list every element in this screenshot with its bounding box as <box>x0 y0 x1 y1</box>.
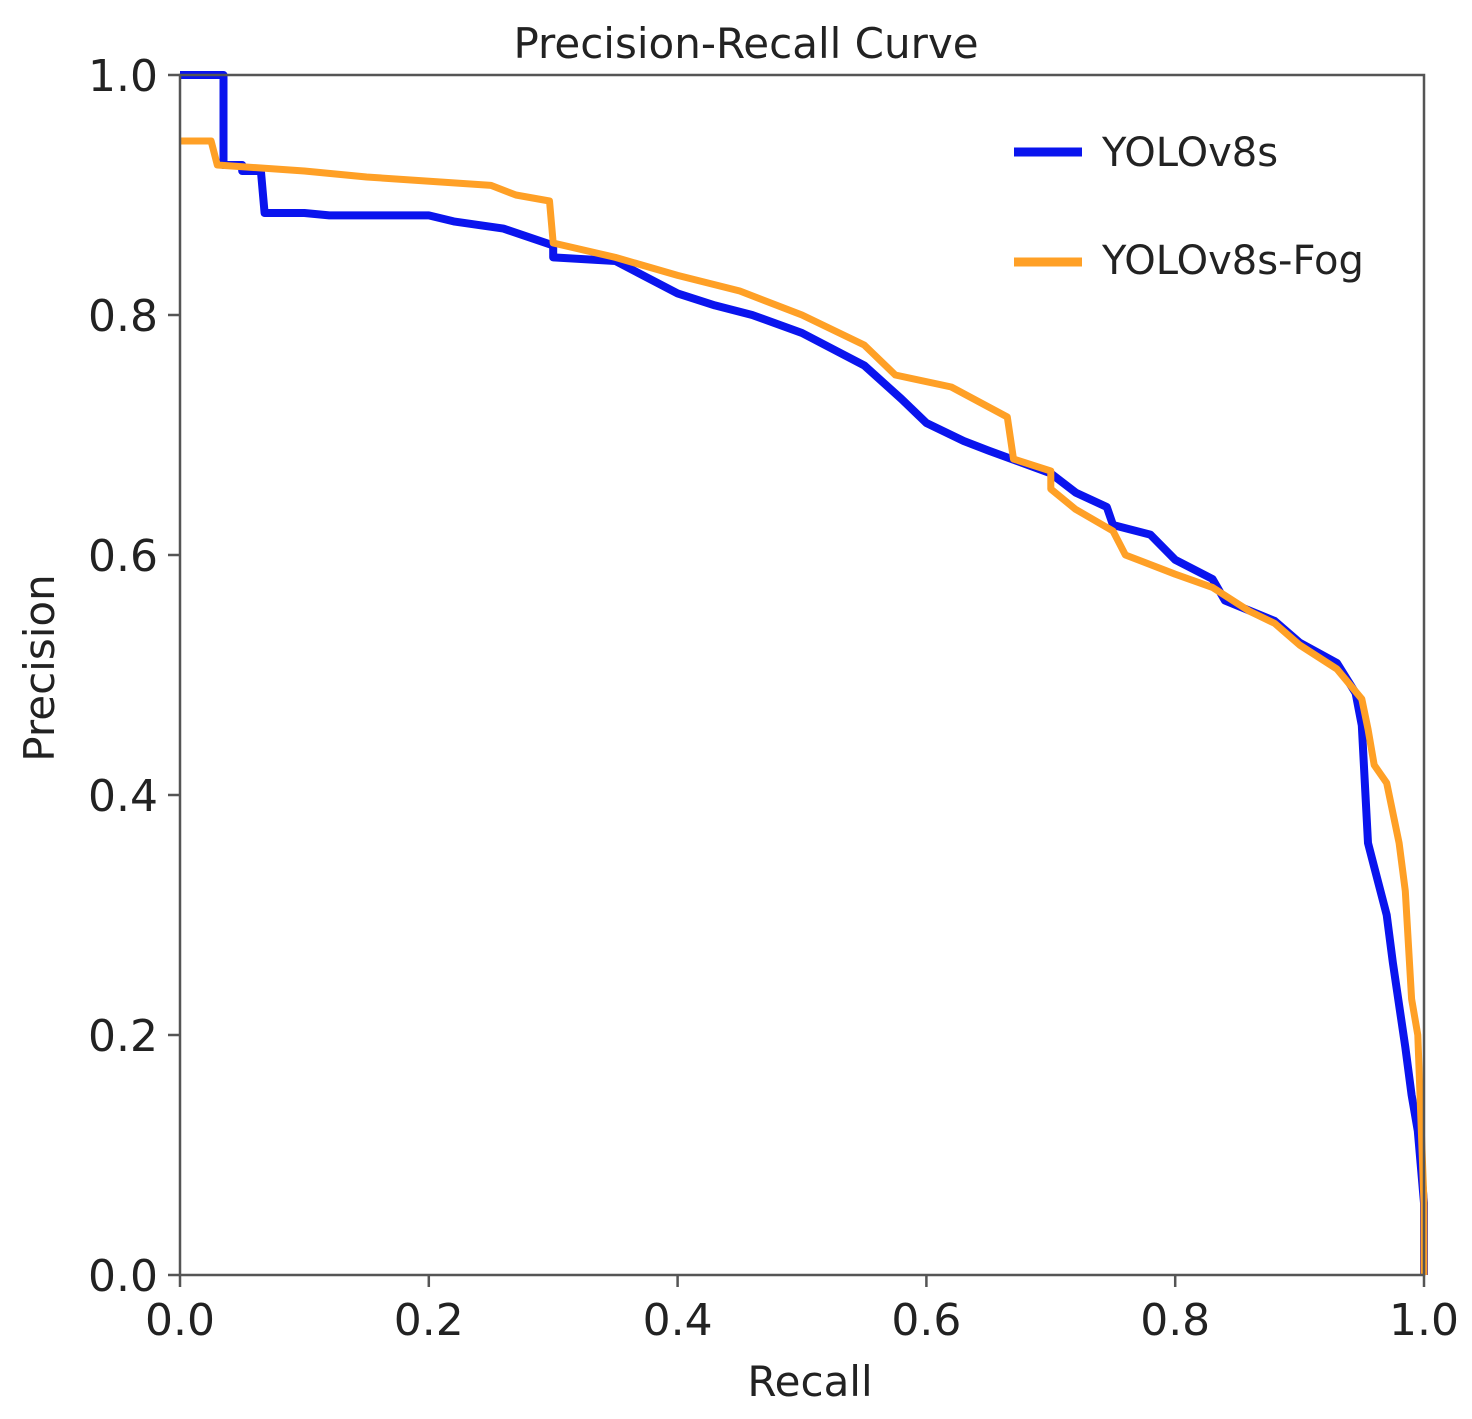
y-axis-ticks: 0.0 0.2 0.4 0.6 0.8 1.0 <box>88 51 180 1302</box>
y-tick-label: 0.2 <box>88 1011 158 1062</box>
x-tick-label: 0.6 <box>891 1295 961 1346</box>
plot-frame <box>178 73 1426 1277</box>
legend: YOLOv8s YOLOv8s-Fog <box>1014 130 1364 284</box>
y-axis-title: Precision <box>15 574 64 761</box>
y-tick-label: 0.6 <box>88 531 158 582</box>
x-tick-label: 0.0 <box>145 1295 215 1346</box>
x-axis-ticks: 0.0 0.2 0.4 0.6 0.8 1.0 <box>145 1275 1459 1346</box>
y-tick-label: 0.0 <box>88 1251 158 1302</box>
y-tick-label: 1.0 <box>88 51 158 102</box>
x-tick-label: 0.2 <box>394 1295 464 1346</box>
legend-label-yolov8s-fog: YOLOv8s-Fog <box>1101 238 1364 284</box>
y-tick-label: 0.8 <box>88 291 158 342</box>
y-tick-label: 0.4 <box>88 771 158 822</box>
x-tick-label: 0.8 <box>1140 1295 1210 1346</box>
x-tick-label: 1.0 <box>1389 1295 1459 1346</box>
x-axis-title: Recall <box>747 1357 872 1406</box>
series-line-yolov8s <box>180 71 1428 1275</box>
legend-label-yolov8s: YOLOv8s <box>1101 130 1278 176</box>
chart-title: Precision-Recall Curve <box>513 19 978 68</box>
x-tick-label: 0.4 <box>643 1295 713 1346</box>
series-layer <box>180 71 1428 1275</box>
series-line-yolov8s-fog <box>180 137 1428 1275</box>
